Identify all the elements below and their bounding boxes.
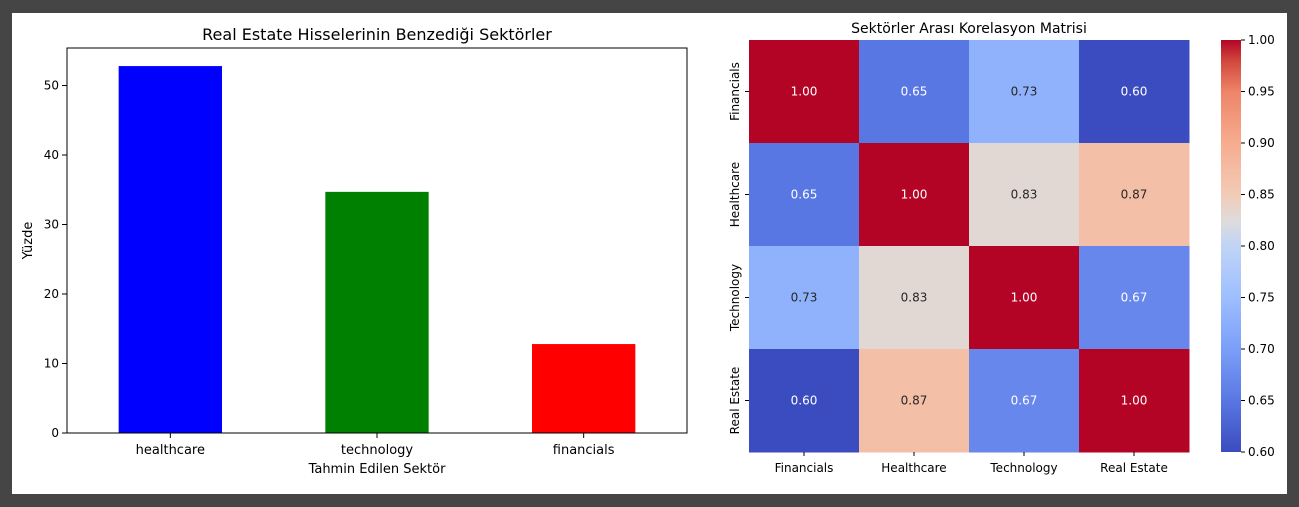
heatmap-cell-label: 0.73 [791,291,818,305]
y-tick-label: 20 [44,287,59,301]
bar-technology [325,191,429,433]
heatmap-chart: Sektörler Arası Korelasyon Matrisi 1.00 0.… [728,21,1275,475]
colorbar-tick-label: 0.85 [1248,188,1275,202]
heatmap-x-label: Technology [989,461,1057,475]
colorbar-tick-label: 0.90 [1248,136,1275,150]
heatmap-y-label: Technology [728,264,742,332]
heatmap-cell [1079,246,1190,350]
heatmap-cell [859,143,970,247]
y-tick-label: 30 [44,218,59,232]
y-tick-label: 0 [51,426,59,440]
bar-y-axis-label: Yüzde [21,222,36,261]
colorbar-tick-label: 0.65 [1248,394,1275,408]
heatmap-cell-label: 0.60 [791,394,818,408]
bar-chart: Real Estate Hisselerinin Benzediği Sektö… [21,25,688,477]
bar-financials [532,344,636,433]
x-tick-label-financials: financials [553,443,615,458]
y-tick-label: 50 [44,79,59,93]
colorbar-tick-label: 0.60 [1248,445,1275,459]
heatmap-cell-label: 0.60 [1121,85,1148,99]
colorbar-tick-label: 0.80 [1248,239,1275,253]
heatmap-cell-label: 0.73 [1011,85,1038,99]
heatmap-cell-label: 1.00 [791,85,818,99]
heatmap-cell [749,40,860,144]
heatmap-x-label: Real Estate [1100,461,1168,475]
heatmap-cell-label: 0.67 [1121,291,1148,305]
heatmap-cell [749,143,860,247]
heatmap-cell [859,349,970,453]
heatmap-x-label: Financials [775,461,834,475]
x-tick-label-healthcare: healthcare [136,443,205,458]
heatmap-cell [969,246,1080,350]
heatmap-cell-label: 0.65 [901,85,928,99]
heatmap-cell-label: 1.00 [901,188,928,202]
x-tick-label-technology: technology [341,443,413,458]
heatmap-cell-label: 1.00 [1011,291,1038,305]
bar-chart-title: Real Estate Hisselerinin Benzediği Sektö… [202,25,552,44]
y-tick-label: 40 [44,148,59,162]
heatmap-cell-label: 1.00 [1121,394,1148,408]
heatmap-cell [859,40,970,144]
heatmap-cell [749,349,860,453]
bar-x-axis-label: Tahmin Edilen Sektör [308,462,447,477]
heatmap-cell [749,246,860,350]
heatmap-cell [969,40,1080,144]
bar-healthcare [118,66,222,433]
heatmap-x-label: Healthcare [881,461,946,475]
colorbar-tick-label: 0.70 [1248,342,1275,356]
heatmap-cell-label: 0.65 [791,188,818,202]
heatmap-cell-label: 0.87 [901,394,928,408]
heatmap-cell-label: 0.87 [1121,188,1148,202]
heatmap-y-label: Real Estate [728,367,742,435]
heatmap-cell-label: 0.83 [901,291,928,305]
heatmap-cell [1079,349,1190,453]
heatmap-cell-label: 0.83 [1011,188,1038,202]
heatmap-cell [969,349,1080,453]
y-tick-label: 10 [44,357,59,371]
heatmap-cell [1079,40,1190,144]
heatmap-title: Sektörler Arası Korelasyon Matrisi [851,21,1087,37]
colorbar-tick-label: 1.00 [1248,33,1275,47]
heatmap-cell [859,246,970,350]
heatmap-cell-label: 0.67 [1011,394,1038,408]
colorbar-tick-label: 0.75 [1248,291,1275,305]
heatmap-y-label: Financials [728,62,742,121]
colorbar-tick-label: 0.95 [1248,85,1275,99]
chart-canvas: Real Estate Hisselerinin Benzediği Sektö… [21,21,1275,477]
heatmap-cell [1079,143,1190,247]
heatmap-y-label: Healthcare [728,162,742,227]
heatmap-cell [969,143,1080,247]
colorbar [1221,40,1241,452]
figure: Real Estate Hisselerinin Benzediği Sektö… [12,13,1287,494]
